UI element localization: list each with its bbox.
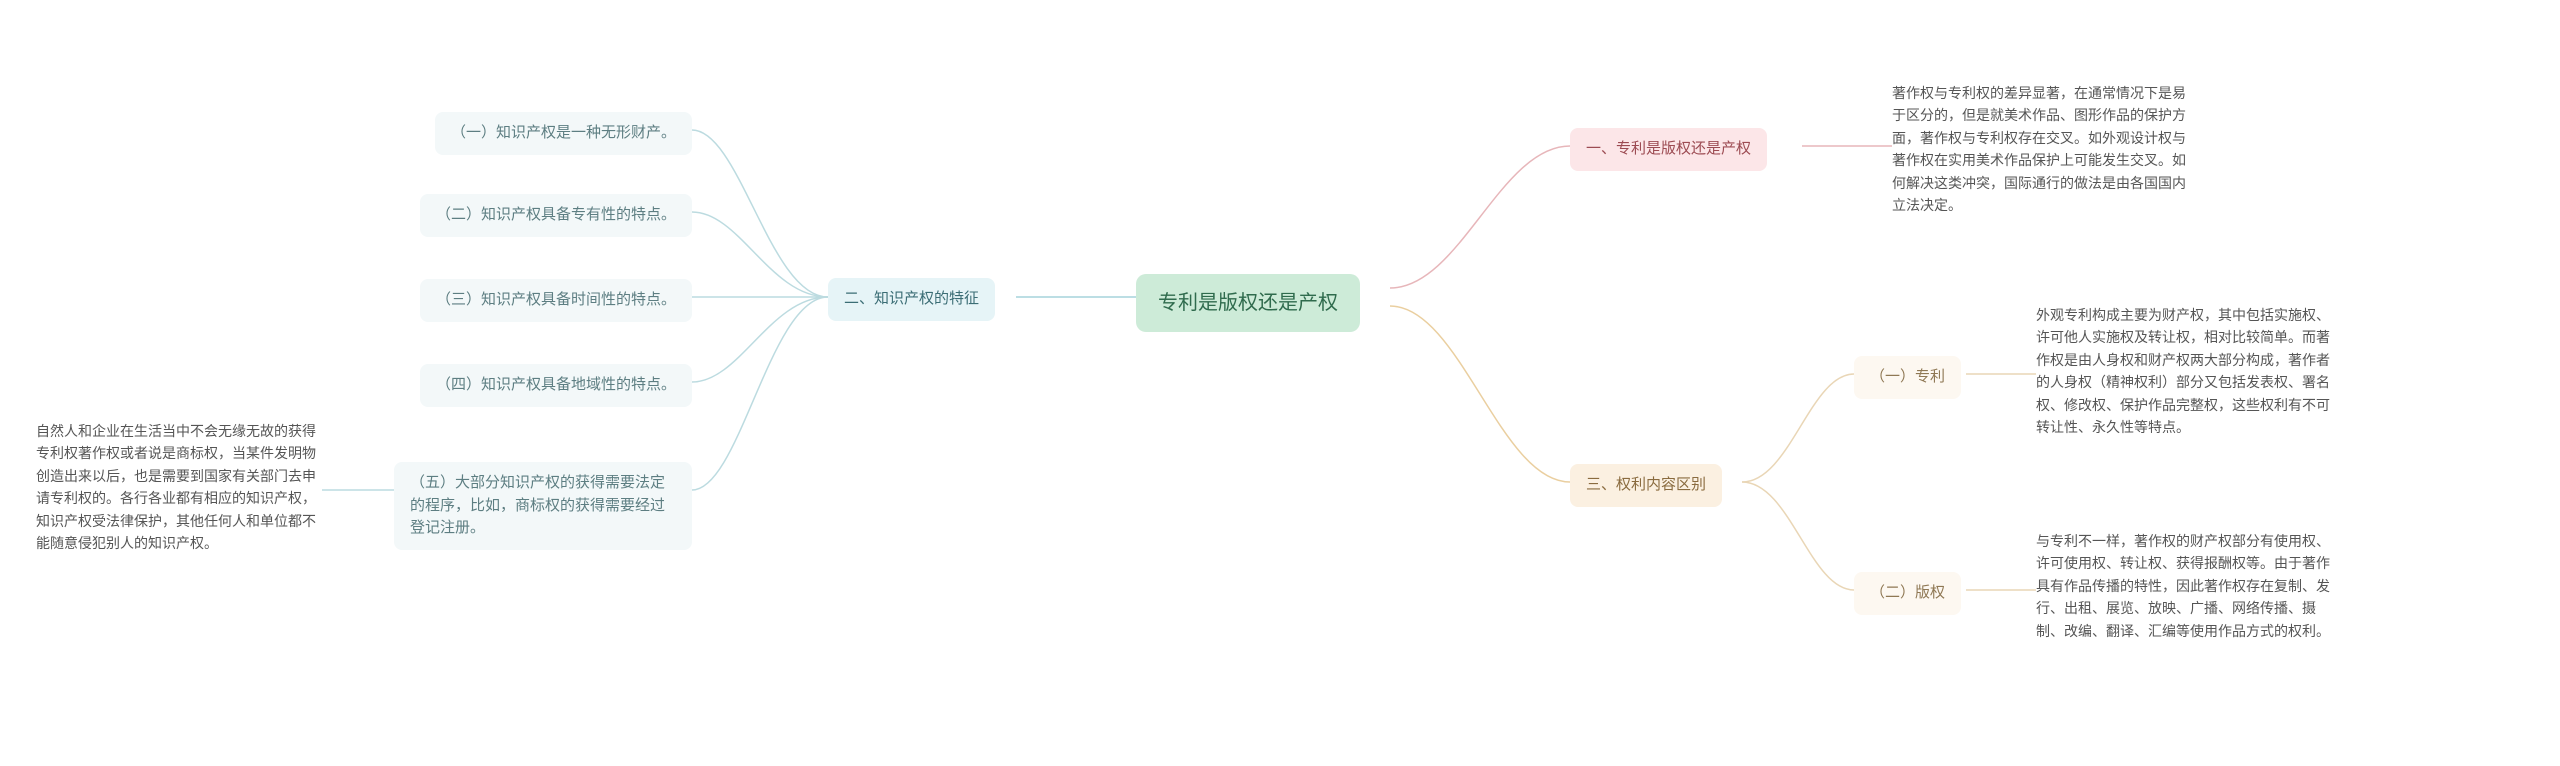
branch-left-features[interactable]: 二、知识产权的特征 bbox=[828, 278, 995, 321]
leaf-r3-1[interactable]: （一）专利 bbox=[1854, 356, 1961, 399]
branch-right-r1[interactable]: 一、专利是版权还是产权 bbox=[1570, 128, 1767, 171]
leaf-left-4[interactable]: （四）知识产权具备地域性的特点。 bbox=[420, 364, 692, 407]
leaf-left-5-desc: 自然人和企业在生活当中不会无缘无故的获得专利权著作权或者说是商标权，当某件发明物… bbox=[36, 420, 322, 554]
leaf-left-5[interactable]: （五）大部分知识产权的获得需要法定的程序，比如，商标权的获得需要经过登记注册。 bbox=[394, 462, 692, 550]
leaf-left-2[interactable]: （二）知识产权具备专有性的特点。 bbox=[420, 194, 692, 237]
leaf-left-1[interactable]: （一）知识产权是一种无形财产。 bbox=[435, 112, 692, 155]
root-node[interactable]: 专利是版权还是产权 bbox=[1136, 274, 1360, 332]
leaf-r3-2-desc: 与专利不一样，著作权的财产权部分有使用权、许可使用权、转让权、获得报酬权等。由于… bbox=[2036, 530, 2338, 642]
leaf-left-3[interactable]: （三）知识产权具备时间性的特点。 bbox=[420, 279, 692, 322]
branch-right-r3[interactable]: 三、权利内容区别 bbox=[1570, 464, 1722, 507]
leaf-r3-1-desc: 外观专利构成主要为财产权，其中包括实施权、许可他人实施权及转让权，相对比较简单。… bbox=[2036, 304, 2338, 438]
leaf-r3-2[interactable]: （二）版权 bbox=[1854, 572, 1961, 615]
r1-desc: 著作权与专利权的差异显著，在通常情况下是易于区分的，但是就美术作品、图形作品的保… bbox=[1892, 82, 2192, 216]
